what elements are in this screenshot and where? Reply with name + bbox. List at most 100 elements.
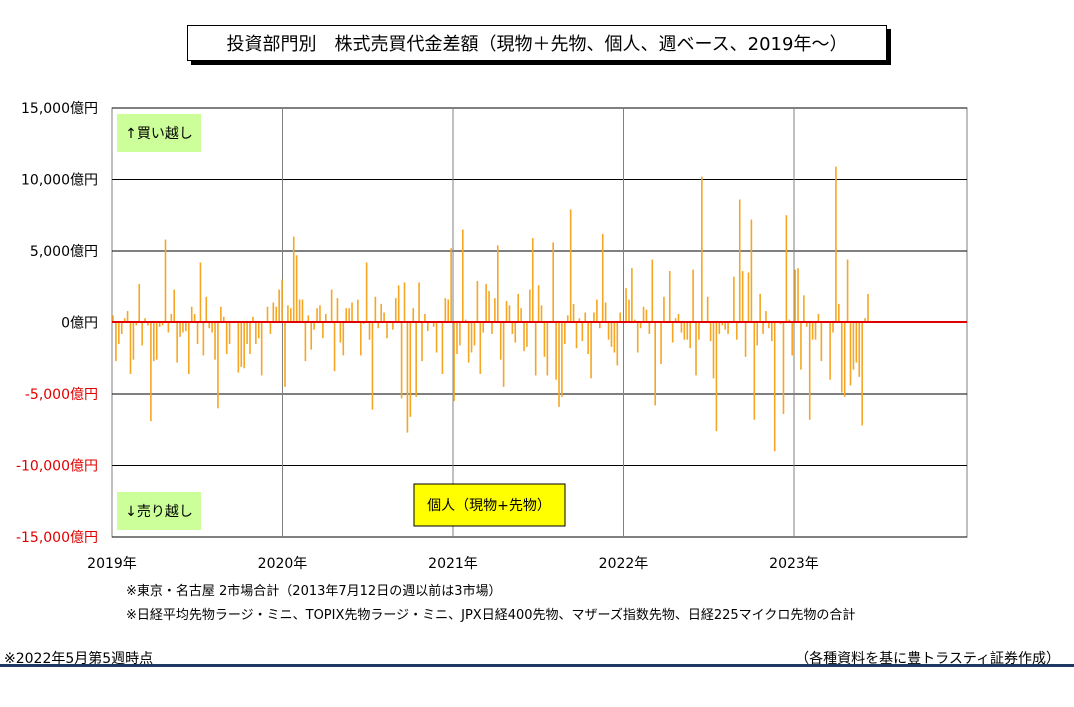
bar — [112, 315, 114, 323]
bar — [228, 322, 231, 344]
chart-title: 投資部門別 株式売買代金差額（現物＋先物、個人、週ベース、2019年～） — [187, 25, 887, 61]
bar — [738, 199, 741, 323]
bar — [864, 318, 866, 323]
bar — [409, 322, 412, 417]
bar — [706, 296, 709, 323]
bar — [494, 298, 496, 323]
bar — [534, 322, 537, 376]
bar — [861, 322, 863, 426]
bar — [692, 269, 694, 323]
bar — [403, 282, 406, 323]
bar — [418, 282, 420, 323]
bar — [246, 322, 248, 344]
bar — [584, 312, 587, 323]
bar — [846, 259, 849, 323]
bar — [290, 308, 292, 323]
bar — [190, 306, 193, 323]
bar — [505, 301, 508, 323]
bar — [523, 322, 525, 352]
bar — [170, 313, 173, 323]
bar — [345, 308, 348, 323]
bar — [222, 316, 225, 323]
bar — [284, 322, 286, 387]
bar — [310, 322, 313, 350]
bar — [663, 296, 665, 323]
bar — [709, 322, 712, 342]
bar — [499, 322, 502, 360]
bar — [412, 308, 415, 323]
bar — [575, 322, 578, 349]
sell-annotation-box — [117, 492, 201, 530]
bar — [155, 322, 158, 360]
bar — [394, 298, 397, 323]
bar — [814, 322, 817, 340]
footer-divider — [0, 664, 1074, 667]
bar — [237, 322, 240, 373]
bar — [546, 322, 549, 376]
y-tick-label: 15,000億円 — [21, 101, 98, 117]
y-tick-label: -5,000億円 — [25, 387, 98, 403]
footer-date: ※2022年5月第5週時点 — [4, 651, 154, 667]
x-tick-label: 2020年 — [258, 556, 308, 572]
bar — [835, 166, 837, 323]
bar — [435, 322, 438, 353]
bar — [380, 303, 382, 323]
bar — [158, 322, 161, 327]
bar — [701, 176, 703, 323]
bar — [359, 322, 362, 356]
y-axis-ticks: 15,000億円 10,000億円 5,000億円 0億円 -5,000億円 -10,00… — [16, 101, 98, 546]
bar — [453, 322, 455, 402]
bar — [377, 322, 380, 329]
buy-annotation: ↑買い越し — [125, 126, 193, 142]
bar — [569, 209, 572, 323]
bar — [351, 302, 353, 323]
bar — [225, 322, 228, 354]
bar — [421, 322, 423, 362]
bar — [721, 322, 724, 326]
bar — [762, 322, 764, 334]
bar — [771, 322, 773, 342]
bar — [193, 313, 196, 323]
bar — [619, 312, 622, 323]
bar — [161, 322, 164, 326]
bar — [668, 271, 671, 323]
note-futures: ※日経平均先物ラージ・ミニ、TOPIX先物ラージ・ミニ、JPX日経400先物、マ… — [126, 608, 856, 623]
bar — [153, 322, 155, 362]
bar — [741, 271, 744, 323]
bar — [459, 322, 461, 346]
bar — [187, 322, 190, 374]
bar — [750, 219, 753, 323]
bar — [199, 262, 202, 323]
bar — [129, 322, 132, 374]
y-tick-label: 10,000億円 — [21, 173, 98, 189]
bar — [531, 238, 534, 323]
bar — [432, 322, 435, 327]
x-axis-ticks: 2019年 2020年 2021年 2022年 2023年 — [87, 556, 819, 572]
bar — [759, 293, 761, 323]
bar — [785, 215, 788, 323]
bar — [485, 283, 487, 323]
x-tick-label: 2021年 — [428, 556, 478, 572]
bar — [561, 322, 563, 397]
bar — [552, 242, 554, 323]
bar — [803, 295, 805, 323]
bar — [383, 312, 385, 323]
x-tick-label: 2023年 — [769, 556, 819, 572]
bar — [348, 308, 350, 323]
bar — [744, 322, 747, 357]
bar — [715, 322, 718, 432]
bar — [164, 239, 167, 323]
bar — [543, 322, 546, 357]
bar — [118, 322, 120, 344]
bar — [660, 322, 662, 364]
footer-source: （各種資料を基に豊トラスティ証券作成） — [795, 651, 1060, 667]
bar — [307, 315, 310, 323]
bar — [339, 322, 342, 343]
sell-annotation: ↓売り越し — [125, 504, 193, 520]
bar — [768, 322, 770, 329]
bar — [272, 302, 275, 323]
bar — [765, 311, 767, 323]
bar — [462, 229, 464, 323]
bar — [508, 305, 511, 323]
